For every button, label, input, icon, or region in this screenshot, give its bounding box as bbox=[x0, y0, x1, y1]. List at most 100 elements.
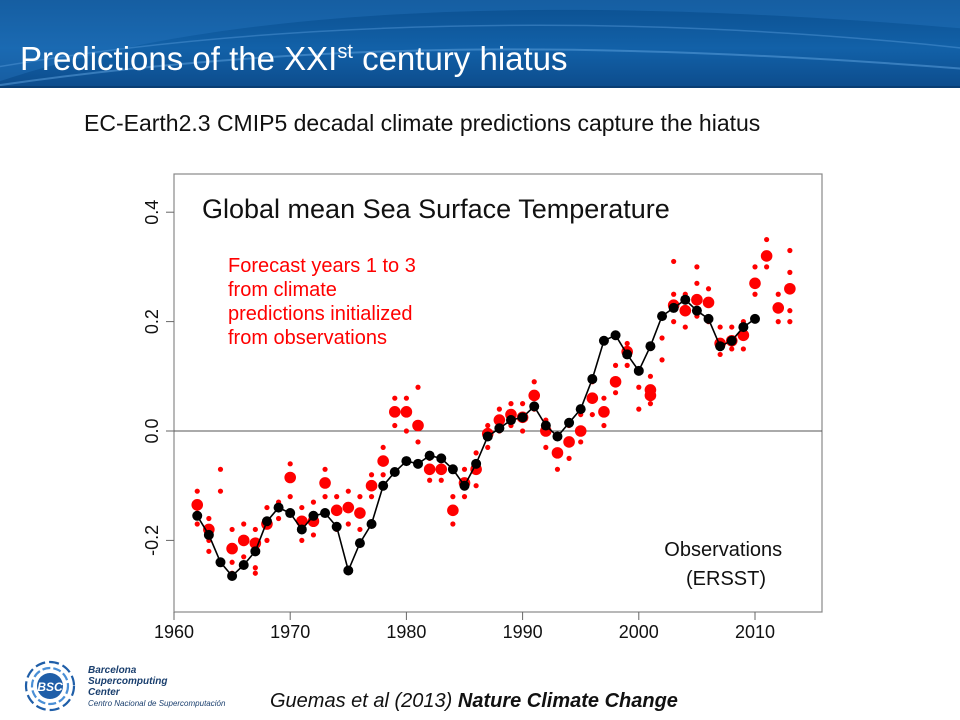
forecast-member-point bbox=[310, 499, 317, 505]
observation-point bbox=[680, 294, 691, 305]
forecast-mean-point bbox=[354, 507, 366, 519]
forecast-member-point bbox=[508, 401, 514, 407]
forecast-mean-point bbox=[586, 392, 599, 404]
forecast-mean-point bbox=[737, 329, 750, 342]
bsc-line: Barcelona bbox=[88, 665, 137, 676]
forecast-mean-point bbox=[377, 455, 389, 467]
forecast-annotation-line: from observations bbox=[228, 327, 387, 349]
observation-point bbox=[529, 401, 540, 412]
forecast-member-point bbox=[241, 554, 247, 560]
forecast-mean-point bbox=[760, 250, 773, 262]
forecast-member-point bbox=[473, 450, 479, 456]
bsc-tagline: Centro Nacional de Supercomputación bbox=[88, 699, 226, 708]
forecast-member-point bbox=[299, 537, 305, 543]
forecast-member-point bbox=[415, 384, 421, 390]
observations-annotation: Observations (ERSST) bbox=[664, 539, 787, 590]
forecast-member-point bbox=[368, 472, 375, 478]
y-tick-label: 0.4 bbox=[142, 200, 162, 225]
forecast-mean-point bbox=[749, 277, 761, 290]
forecast-member-point bbox=[229, 526, 235, 533]
forecast-mean-point bbox=[551, 447, 564, 459]
forecast-member-point bbox=[403, 428, 409, 434]
forecast-member-point bbox=[624, 340, 630, 347]
forecast-member-point bbox=[357, 526, 363, 533]
forecast-member-point bbox=[543, 444, 549, 451]
observation-point bbox=[273, 502, 284, 513]
observation-point bbox=[308, 510, 319, 521]
forecast-mean-point bbox=[423, 463, 436, 476]
forecast-member-point bbox=[764, 264, 770, 270]
forecast-member-point bbox=[345, 521, 351, 527]
bsc-badge-text: BSC bbox=[37, 680, 63, 694]
slide-subtitle: EC-Earth2.3 CMIP5 decadal climate predic… bbox=[84, 110, 761, 136]
forecast-mean-point bbox=[493, 414, 506, 426]
forecast-member-point bbox=[264, 537, 270, 543]
forecast-member-point bbox=[694, 280, 700, 286]
observation-point bbox=[192, 510, 203, 521]
forecast-member-point bbox=[671, 291, 677, 297]
forecast-member-point bbox=[647, 401, 654, 407]
forecast-member-point bbox=[612, 390, 619, 396]
forecast-member-point bbox=[345, 488, 351, 494]
observation-point bbox=[575, 404, 586, 415]
forecast-member-point bbox=[682, 324, 688, 330]
forecast-member-point bbox=[461, 494, 468, 500]
citation-authors: Guemas et al (2013) bbox=[270, 690, 458, 712]
forecast-member-point bbox=[717, 351, 723, 358]
forecast-member-point bbox=[787, 319, 793, 325]
forecast-mean-point bbox=[784, 282, 796, 295]
observation-point bbox=[540, 420, 551, 431]
forecast-member-point bbox=[612, 362, 619, 368]
forecast-mean-point bbox=[563, 436, 575, 448]
forecast-mean-point bbox=[342, 501, 355, 514]
forecast-member-point bbox=[787, 247, 793, 254]
observation-point bbox=[657, 311, 668, 322]
forecast-member-point bbox=[659, 357, 665, 363]
forecast-mean-point bbox=[388, 406, 401, 418]
forecast-member-point bbox=[717, 324, 723, 330]
forecast-member-point bbox=[206, 548, 212, 554]
forecast-annotation-line: predictions initialized bbox=[228, 303, 413, 325]
forecast-mean-point bbox=[598, 406, 610, 418]
observation-point bbox=[424, 450, 435, 461]
forecast-member-point bbox=[275, 515, 282, 522]
forecast-mean-point bbox=[319, 477, 331, 489]
observation-point bbox=[354, 538, 365, 549]
forecast-member-point bbox=[589, 411, 595, 418]
observations-annotation-line: Observations bbox=[664, 539, 782, 561]
forecast-member-point bbox=[194, 488, 200, 494]
plot-frame bbox=[173, 173, 823, 613]
forecast-member-point bbox=[310, 532, 317, 538]
forecast-member-point bbox=[647, 373, 654, 379]
observation-point bbox=[598, 335, 609, 346]
observation-point bbox=[668, 302, 679, 313]
forecast-annotation-line: from climate bbox=[228, 279, 337, 301]
forecast-mean-point bbox=[249, 537, 262, 549]
observation-point bbox=[564, 417, 575, 428]
observation-point bbox=[552, 431, 563, 442]
bsc-logo: BSC bbox=[24, 660, 76, 712]
observation-point bbox=[471, 458, 482, 469]
forecast-mean-point bbox=[412, 419, 424, 432]
y-tick-label: 0.2 bbox=[142, 309, 162, 334]
forecast-member-point bbox=[729, 346, 735, 352]
y-tick-label: -0.2 bbox=[142, 525, 162, 556]
observation-point bbox=[215, 557, 226, 568]
forecast-member-point bbox=[217, 488, 224, 494]
x-tick-label: 1970 bbox=[270, 622, 310, 642]
forecast-member-point bbox=[322, 494, 328, 500]
forecast-mean-point bbox=[772, 302, 785, 314]
observation-point bbox=[738, 322, 749, 333]
forecast-member-point bbox=[578, 439, 584, 445]
observation-point bbox=[715, 341, 726, 352]
forecast-member-point bbox=[264, 504, 270, 511]
forecast-member-point bbox=[520, 401, 526, 407]
forecast-mean-point bbox=[284, 471, 296, 484]
forecast-member-point bbox=[473, 483, 479, 489]
observation-point bbox=[482, 431, 493, 442]
observation-point bbox=[389, 467, 400, 478]
bsc-line: Supercomputing bbox=[88, 676, 168, 687]
forecast-member-point bbox=[787, 269, 793, 275]
forecast-member-point bbox=[485, 444, 491, 451]
observation-point bbox=[238, 560, 249, 571]
